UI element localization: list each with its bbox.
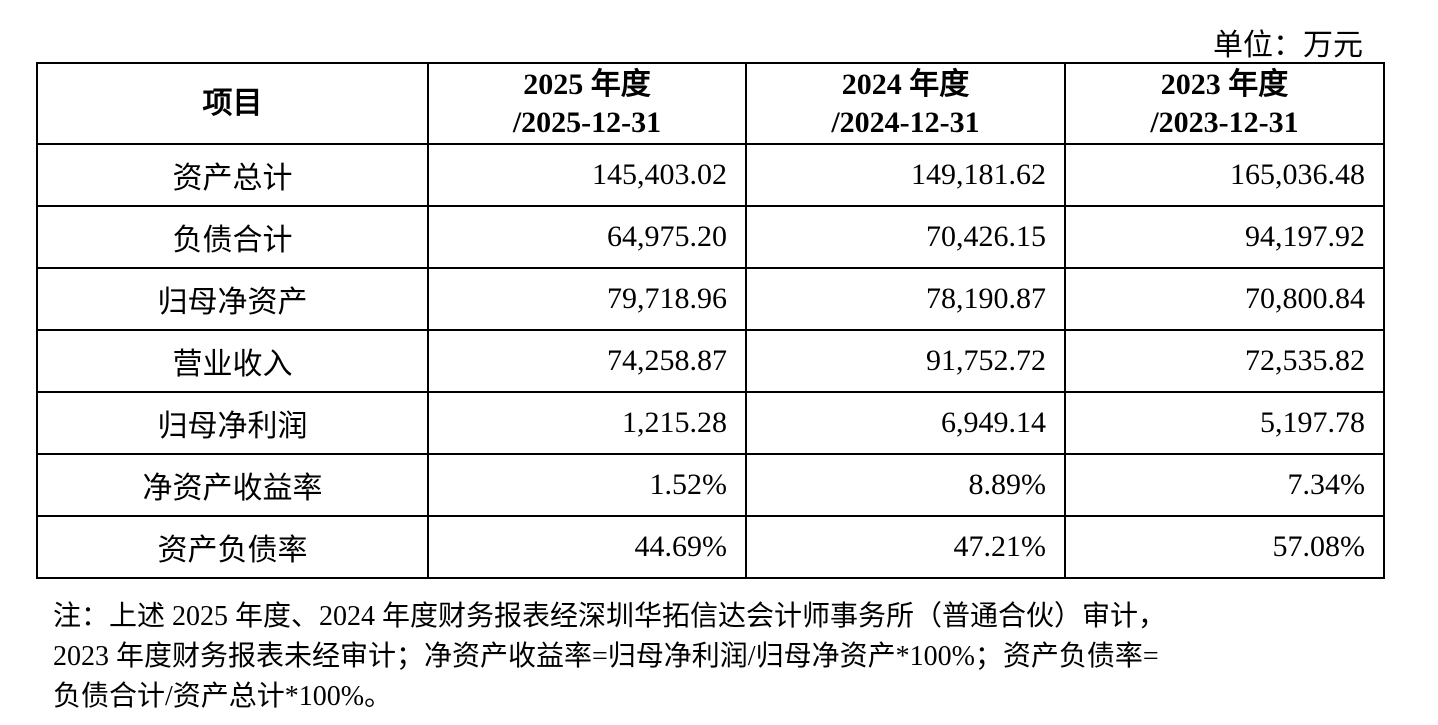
note-line: 负债合计/资产总计*100%。 [53,681,393,712]
value-cell: 44.69% [427,515,747,579]
row-label: 资产负债率 [36,515,429,579]
value-cell: 6,949.14 [745,391,1066,455]
header-cell: 2025 年度/2025-12-31 [427,62,747,145]
row-label: 营业收入 [36,329,429,393]
financial-table: 项目 2025 年度/2025-12-31 2024 年度/2024-12-31 20… [36,62,1385,579]
value-cell: 145,403.02 [427,143,747,207]
table-row: 资产负债率 44.69% 47.21% 57.08% [36,515,1385,579]
table-body: 资产总计 145,403.02 149,181.62 165,036.48 负债合计 64… [36,143,1385,579]
row-label: 资产总计 [36,143,429,207]
header-line: /2025-12-31 [512,105,662,139]
header-line: /2023-12-31 [1150,105,1299,139]
row-label: 负债合计 [36,205,429,269]
value-cell: 149,181.62 [745,143,1066,207]
row-label: 净资产收益率 [36,453,429,517]
value-cell: 74,258.87 [427,329,747,393]
value-cell: 70,800.84 [1064,267,1385,331]
header-line: /2024-12-31 [831,105,980,139]
header-line: 2024 年度 [841,67,970,101]
value-cell: 78,190.87 [745,267,1066,331]
value-cell: 5,197.78 [1064,391,1385,455]
table-row: 归母净利润 1,215.28 6,949.14 5,197.78 [36,391,1385,455]
value-cell: 165,036.48 [1064,143,1385,207]
value-cell: 8.89% [745,453,1066,517]
table-row: 净资产收益率 1.52% 8.89% 7.34% [36,453,1385,517]
row-label: 归母净资产 [36,267,429,331]
note-line: 注：上述 2025 年度、2024 年度财务报表经深圳华拓信达会计师事务所（普通… [53,601,1167,632]
value-cell: 1,215.28 [427,391,747,455]
value-cell: 7.34% [1064,453,1385,517]
value-cell: 47.21% [745,515,1066,579]
table-row: 营业收入 74,258.87 91,752.72 72,535.82 [36,329,1385,393]
row-label: 归母净利润 [36,391,429,455]
table-row: 负债合计 64,975.20 70,426.15 94,197.92 [36,205,1385,269]
header-cell: 2023 年度/2023-12-31 [1064,62,1385,145]
value-cell: 57.08% [1064,515,1385,579]
value-cell: 79,718.96 [427,267,747,331]
table-row: 归母净资产 79,718.96 78,190.87 70,800.84 [36,267,1385,331]
header-line: 2025 年度 [523,67,651,101]
note-line: 2023 年度财务报表未经审计；净资产收益率=归母净利润/归母净资产*100%；… [53,641,1159,672]
header-cell: 2024 年度/2024-12-31 [745,62,1066,145]
unit-label: 单位：万元 [1213,29,1363,62]
header-line: 2023 年度 [1160,67,1289,101]
header-cell: 项目 [36,62,429,145]
value-cell: 64,975.20 [427,205,747,269]
value-cell: 91,752.72 [745,329,1066,393]
table-row: 资产总计 145,403.02 149,181.62 165,036.48 [36,143,1385,207]
value-cell: 94,197.92 [1064,205,1385,269]
value-cell: 70,426.15 [745,205,1066,269]
note: 注：上述 2025 年度、2024 年度财务报表经深圳华拓信达会计师事务所（普通… [53,597,1166,717]
header-row: 项目 2025 年度/2025-12-31 2024 年度/2024-12-31 20… [36,62,1385,145]
value-cell: 1.52% [427,453,747,517]
value-cell: 72,535.82 [1064,329,1385,393]
